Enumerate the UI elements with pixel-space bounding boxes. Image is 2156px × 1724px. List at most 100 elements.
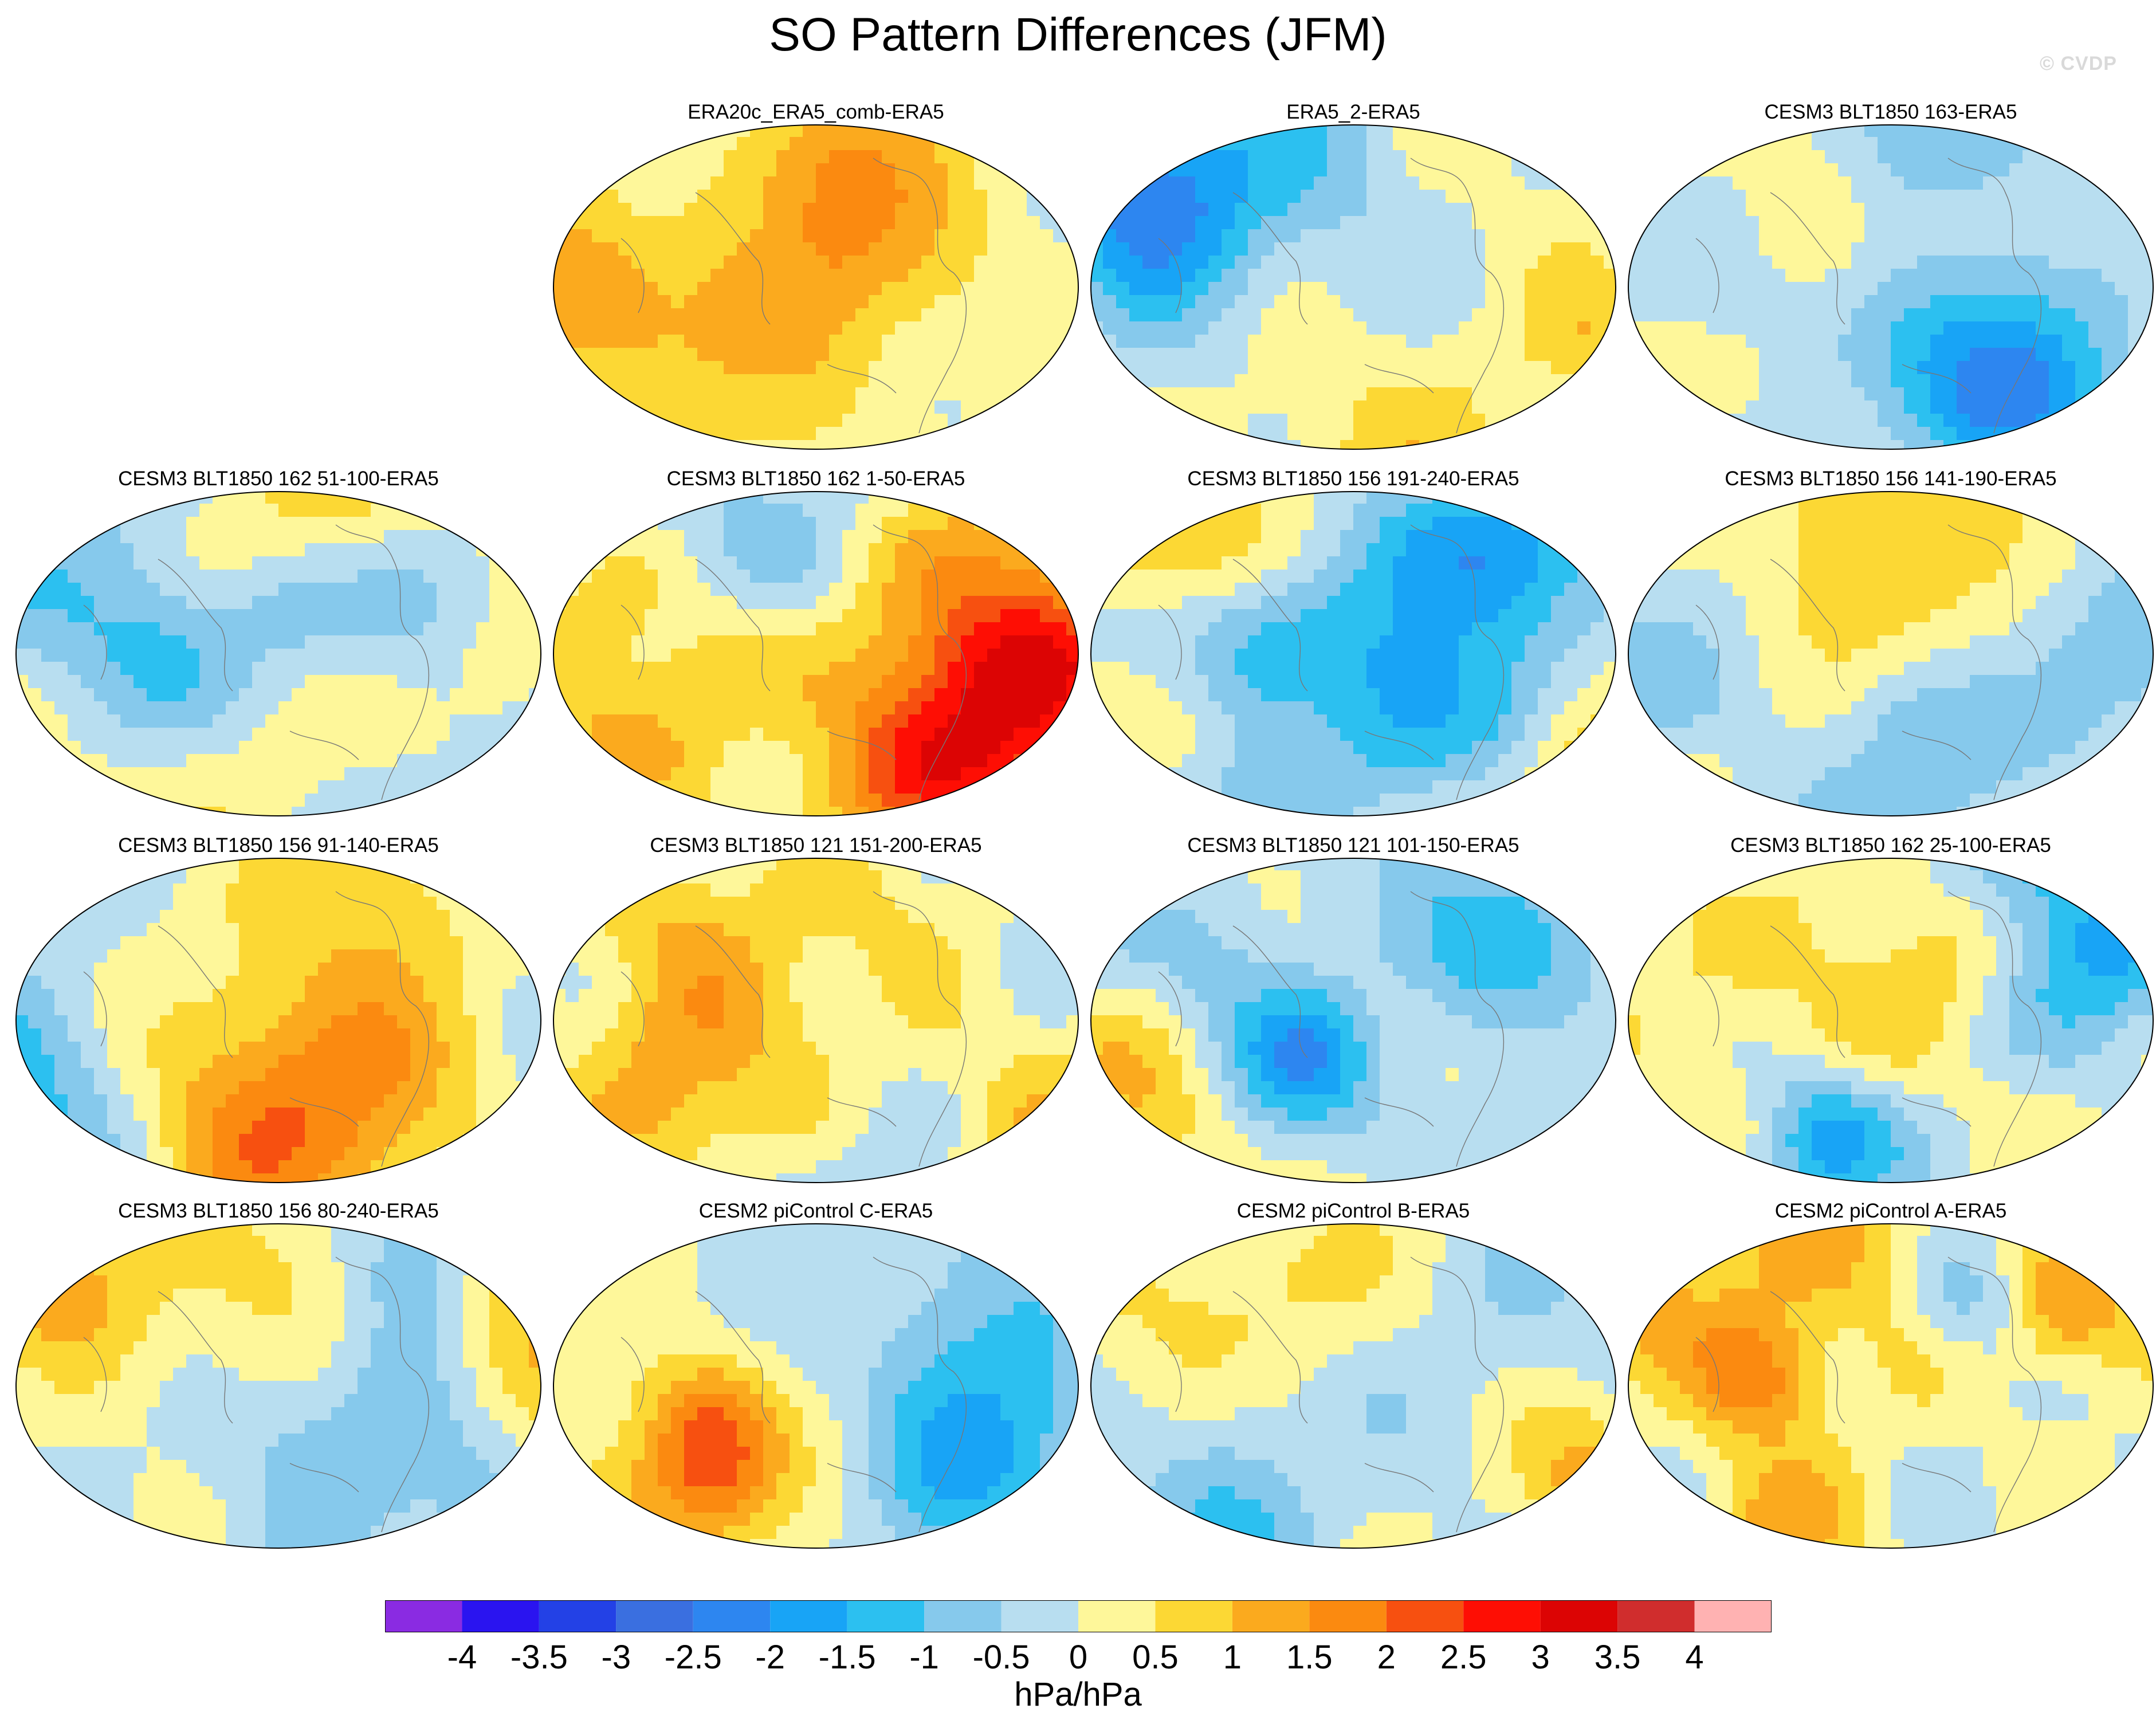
contour-field xyxy=(16,1224,541,1548)
colorbar-tick-label: -1 xyxy=(909,1639,939,1676)
contour-field xyxy=(1628,1224,2153,1548)
colorbar-swatch xyxy=(616,1600,693,1632)
map-panel: CESM3 BLT1850 156 141-190-ERA5 xyxy=(1621,468,2156,823)
panel-title: CESM2 piControl C-ERA5 xyxy=(698,1200,933,1222)
coastline xyxy=(1695,891,2042,1167)
colorbar-tick-label: 4 xyxy=(1685,1639,1704,1676)
coastline xyxy=(1695,158,2042,434)
panel-title: ERA20c_ERA5_comb-ERA5 xyxy=(688,101,944,123)
robinson-map xyxy=(1090,1223,1616,1549)
map-panel: CESM3 BLT1850 156 80-240-ERA5 xyxy=(9,1200,548,1555)
map-border xyxy=(553,491,1079,816)
contour-field xyxy=(1628,125,2153,449)
colorbar-tick-label: -2 xyxy=(755,1639,785,1676)
colorbar-swatch xyxy=(1694,1600,1772,1632)
panel-title: CESM3 BLT1850 162 51-100-ERA5 xyxy=(118,468,439,490)
map-border xyxy=(1090,491,1616,816)
colorbar-units-label: hPa/hPa xyxy=(1014,1676,1142,1713)
colorbar-tick-label: -4 xyxy=(447,1639,477,1676)
contour-field xyxy=(553,125,1078,449)
colorbar-swatch xyxy=(1617,1600,1695,1632)
coastline xyxy=(621,891,967,1167)
colorbar-swatch xyxy=(1463,1600,1541,1632)
contour-field xyxy=(16,492,541,816)
panel-title: CESM3 BLT1850 121 151-200-ERA5 xyxy=(650,834,982,857)
map-border xyxy=(553,1223,1079,1549)
colorbar-tick-label: -3 xyxy=(601,1639,631,1676)
colorbar-swatch xyxy=(539,1600,616,1632)
map-border xyxy=(1090,124,1616,450)
map-border xyxy=(553,124,1079,450)
coastline xyxy=(1158,158,1505,434)
map-panel: CESM3 BLT1850 121 101-150-ERA5 xyxy=(1084,834,1623,1189)
map-panel: CESM3 BLT1850 162 25-100-ERA5 xyxy=(1621,834,2156,1189)
map-panel: CESM2 piControl B-ERA5 xyxy=(1084,1200,1623,1555)
colorbar-tick-label: -1.5 xyxy=(818,1639,876,1676)
panel-title: CESM3 BLT1850 121 101-150-ERA5 xyxy=(1187,834,1519,857)
colorbar-swatch xyxy=(385,1600,462,1632)
map-border xyxy=(15,858,541,1183)
colorbar-tick-label: 0 xyxy=(1069,1639,1088,1676)
panel-title: CESM2 piControl A-ERA5 xyxy=(1774,1200,2007,1222)
coastline xyxy=(83,891,430,1167)
coastline xyxy=(621,524,967,800)
colorbar-swatch xyxy=(1232,1600,1310,1632)
colorbar-swatch xyxy=(1001,1600,1078,1632)
robinson-map xyxy=(1628,124,2154,450)
map-panel: CESM3 BLT1850 162 1-50-ERA5 xyxy=(547,468,1085,823)
panel-title: CESM3 BLT1850 156 141-190-ERA5 xyxy=(1725,468,2057,490)
colorbar xyxy=(385,1600,1772,1632)
colorbar-swatch xyxy=(847,1600,925,1632)
robinson-map xyxy=(15,858,541,1183)
map-border xyxy=(15,1223,541,1549)
cvdp-watermark: © CVDP xyxy=(2040,53,2117,74)
robinson-map xyxy=(553,124,1079,450)
colorbar-tick-label: 2.5 xyxy=(1440,1639,1487,1676)
panel-title: CESM3 BLT1850 163-ERA5 xyxy=(1764,101,2017,123)
map-panel: CESM2 piControl C-ERA5 xyxy=(547,1200,1085,1555)
robinson-map xyxy=(1090,858,1616,1183)
robinson-map xyxy=(1090,491,1616,816)
robinson-map xyxy=(553,1223,1079,1549)
coastline xyxy=(1158,524,1505,800)
panel-title: CESM3 BLT1850 162 25-100-ERA5 xyxy=(1730,834,2051,857)
coastline xyxy=(621,158,967,434)
colorbar-swatch xyxy=(462,1600,539,1632)
robinson-map xyxy=(1628,858,2154,1183)
coastline xyxy=(621,1256,967,1533)
contour-field xyxy=(16,858,541,1183)
map-border xyxy=(553,858,1079,1183)
map-border xyxy=(1628,124,2154,450)
map-border xyxy=(1628,858,2154,1183)
map-border xyxy=(15,491,541,816)
map-border xyxy=(1628,491,2154,816)
contour-field xyxy=(1091,125,1616,449)
colorbar-tick-label: 1.5 xyxy=(1286,1639,1333,1676)
chart-title: SO Pattern Differences (JFM) xyxy=(769,9,1387,61)
colorbar-swatch xyxy=(1309,1600,1387,1632)
colorbar-swatch xyxy=(924,1600,1002,1632)
coastline xyxy=(1158,891,1505,1167)
colorbar-swatch xyxy=(1078,1600,1156,1632)
colorbar-tick-label: 0.5 xyxy=(1132,1639,1179,1676)
colorbar-tick-label: 2 xyxy=(1377,1639,1396,1676)
panel-title: CESM2 piControl B-ERA5 xyxy=(1236,1200,1470,1222)
colorbar-swatch xyxy=(693,1600,771,1632)
colorbar-tick-label: -0.5 xyxy=(972,1639,1030,1676)
panel-title: CESM3 BLT1850 162 1-50-ERA5 xyxy=(666,468,965,490)
robinson-map xyxy=(553,858,1079,1183)
contour-field xyxy=(1628,492,2153,816)
robinson-map xyxy=(1628,1223,2154,1549)
contour-field xyxy=(1091,492,1616,816)
coastline xyxy=(83,524,430,800)
map-border xyxy=(1090,1223,1616,1549)
map-panel: ERA5_2-ERA5 xyxy=(1084,101,1623,456)
robinson-map xyxy=(1090,124,1616,450)
colorbar-tick-label: 3 xyxy=(1531,1639,1550,1676)
map-panel: CESM3 BLT1850 121 151-200-ERA5 xyxy=(547,834,1085,1189)
colorbar-tick-label: -3.5 xyxy=(510,1639,568,1676)
robinson-map xyxy=(15,1223,541,1549)
map-panel: CESM3 BLT1850 163-ERA5 xyxy=(1621,101,2156,456)
contour-field xyxy=(1091,1224,1616,1548)
coastline xyxy=(83,1256,430,1533)
